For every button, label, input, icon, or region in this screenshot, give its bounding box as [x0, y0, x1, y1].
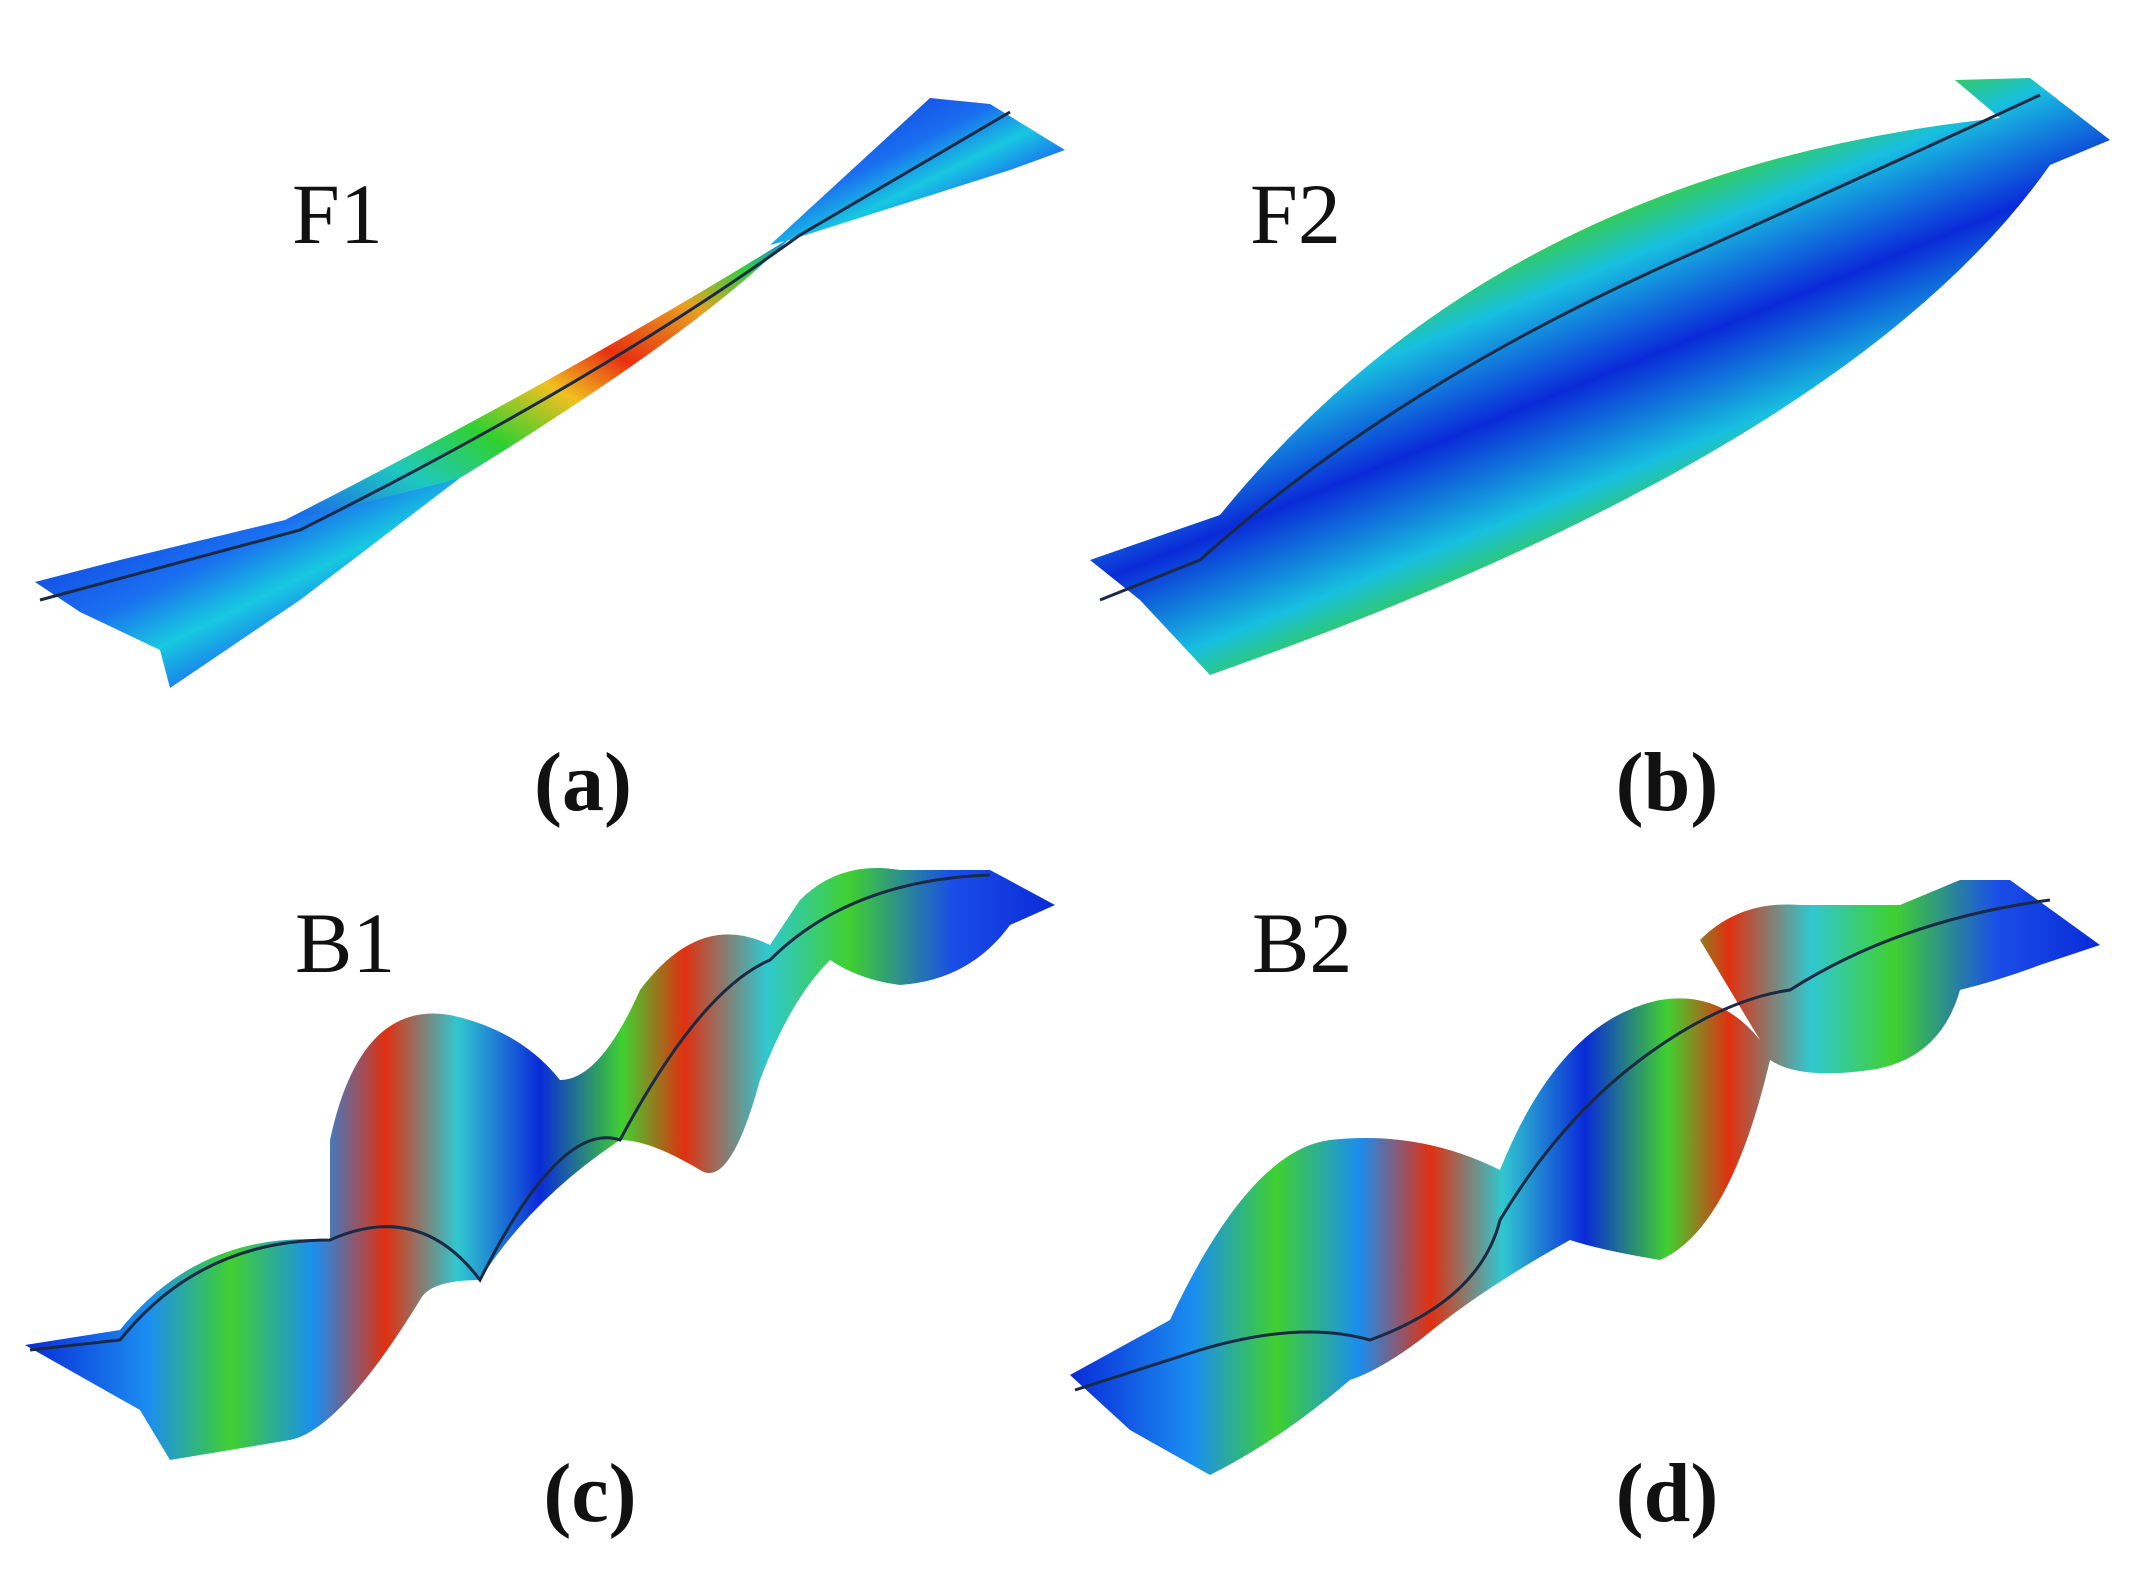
strip	[1070, 880, 2100, 1475]
center-line	[29, 873, 991, 1352]
panel-caption: (a)	[534, 736, 632, 829]
panel-caption: (d)	[1616, 1447, 1719, 1540]
panel-caption: (c)	[543, 1447, 636, 1540]
strip-end	[770, 98, 1065, 245]
strip-end	[35, 478, 460, 688]
strip	[25, 868, 1055, 1460]
center-line	[1074, 898, 2051, 1392]
panel-a: F1 (a)	[35, 98, 1065, 829]
strip	[1090, 78, 2110, 675]
panel-c: B1 (c)	[25, 868, 1055, 1540]
panel-d: B2 (d)	[1070, 880, 2100, 1540]
panel-b: F2 (b)	[1090, 78, 2110, 829]
strip-twist	[285, 238, 790, 520]
panel-label: F1	[292, 166, 383, 262]
panel-label: B1	[295, 895, 395, 991]
panel-caption: (b)	[1616, 736, 1719, 829]
center-line	[1099, 93, 2041, 602]
panel-label: B2	[1252, 895, 1352, 991]
center-line	[39, 110, 1011, 602]
panel-label: F2	[1250, 166, 1341, 262]
